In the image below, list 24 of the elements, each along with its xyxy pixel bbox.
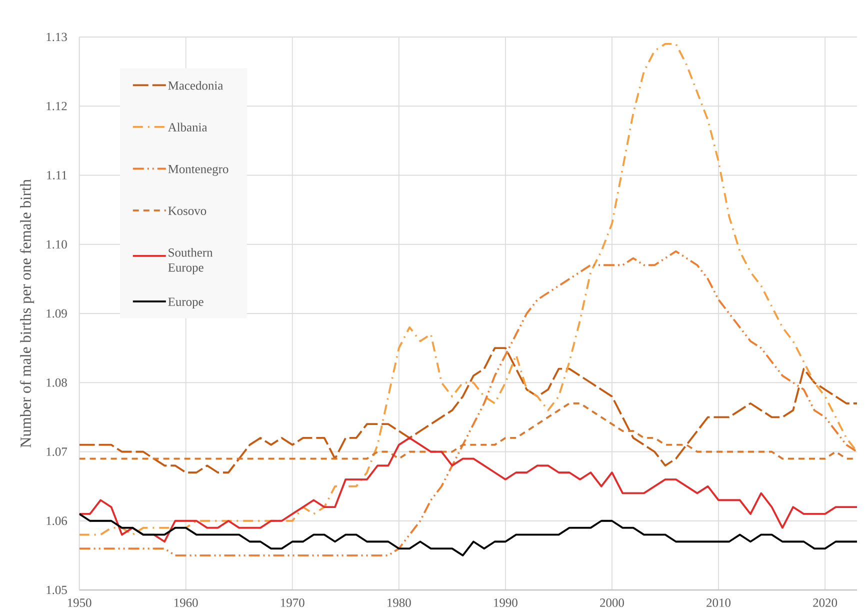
x-tick-label: 1970 bbox=[281, 598, 304, 607]
x-tick-label: 2000 bbox=[600, 598, 624, 607]
legend-label: Southern Europe bbox=[168, 248, 213, 274]
y-tick-label: 1.13 bbox=[46, 32, 67, 42]
legend-label: Montenegro bbox=[168, 164, 228, 176]
y-tick-label: 1.08 bbox=[46, 378, 67, 387]
y-tick-label: 1.07 bbox=[46, 448, 68, 456]
y-tick-label: 1.06 bbox=[46, 516, 68, 526]
x-tick-label: 1980 bbox=[388, 598, 411, 607]
legend-label: Albania bbox=[168, 122, 208, 132]
y-tick-label: 1.12 bbox=[46, 102, 67, 110]
x-tick-label: 1950 bbox=[68, 598, 92, 607]
y-tick-label: 1.09 bbox=[46, 309, 67, 318]
y-tick-label: 1.11 bbox=[47, 171, 67, 180]
legend-label: Europe bbox=[168, 298, 204, 309]
x-tick-label: 1990 bbox=[494, 598, 518, 607]
legend-label: Kosovo bbox=[168, 206, 206, 216]
x-tick-label: 1960 bbox=[174, 598, 198, 607]
x-tick-label: 2010 bbox=[706, 598, 730, 607]
legend-label: Macedonia bbox=[168, 80, 223, 90]
y-axis-title: Number of male births per one female birth bbox=[20, 179, 34, 448]
x-tick-label: 2020 bbox=[813, 598, 838, 607]
y-tick-label: 1.10 bbox=[46, 240, 67, 249]
y-tick-label: 1.05 bbox=[46, 586, 67, 594]
